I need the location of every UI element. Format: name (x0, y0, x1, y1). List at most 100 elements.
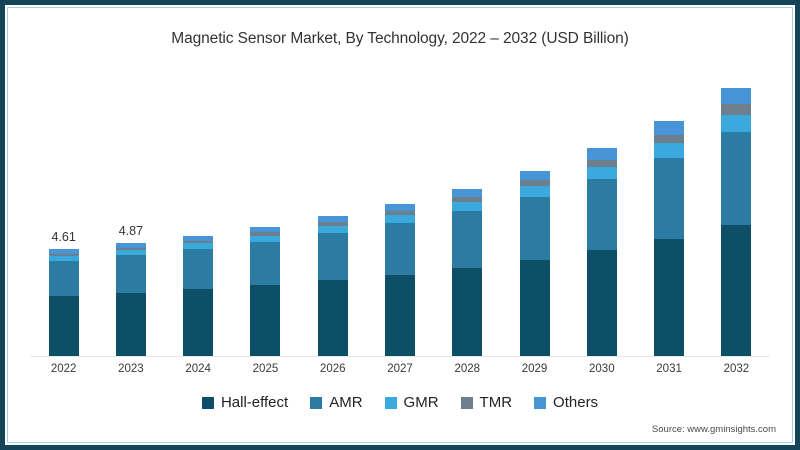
bar-segment-gmr-2027[interactable] (385, 215, 415, 224)
bar-segment-amr-2032[interactable] (721, 132, 752, 225)
legend-item-amr[interactable]: AMR (310, 394, 363, 411)
bar-segment-hall-effect-2023[interactable] (115, 293, 146, 356)
bar-segment-hall-effect-2030[interactable] (586, 250, 617, 356)
bar-segment-hall-effect-2022[interactable] (48, 296, 79, 356)
bar-segment-amr-2026[interactable] (317, 233, 348, 281)
baseline-gridline (30, 356, 770, 357)
bar-segment-amr-2022[interactable] (48, 260, 79, 297)
bar-stack-2022[interactable] (48, 249, 79, 356)
bar-segment-others-2022[interactable] (48, 249, 79, 254)
legend-item-tmr[interactable]: TMR (460, 394, 512, 411)
bar-stack-2028[interactable] (452, 188, 483, 356)
bar-segment-tmr-2029[interactable] (519, 180, 550, 187)
bar-segment-others-2024[interactable] (183, 236, 214, 241)
bar-stack-2023[interactable] (115, 243, 146, 356)
x-tick-2031: 2031 (656, 363, 682, 375)
bar-segment-gmr-2026[interactable] (317, 226, 348, 234)
x-tick-2025: 2025 (252, 363, 279, 375)
bar-stack-2032[interactable] (721, 87, 752, 356)
bar-segment-gmr-2032[interactable] (721, 114, 752, 133)
bar-segment-others-2027[interactable] (385, 203, 415, 211)
bar-segment-tmr-2032[interactable] (721, 104, 752, 115)
bar-segment-amr-2023[interactable] (115, 255, 146, 294)
data-label-2022: 4.61 (51, 230, 76, 245)
legend-item-others[interactable]: Others (534, 394, 598, 411)
bar-stack-2024[interactable] (183, 236, 214, 356)
x-tick-2026: 2026 (319, 363, 346, 375)
bar-segment-others-2030[interactable] (586, 148, 617, 160)
bar-segment-gmr-2024[interactable] (183, 243, 214, 250)
bar-segment-hall-effect-2031[interactable] (654, 238, 685, 356)
bar-segment-hall-effect-2032[interactable] (721, 224, 752, 356)
bar-segment-amr-2027[interactable] (385, 223, 415, 275)
legend-swatch-gmr (384, 396, 397, 409)
bar-stack-2029[interactable] (519, 170, 550, 356)
bar-segment-gmr-2030[interactable] (586, 166, 617, 180)
x-tick-2028: 2028 (454, 363, 481, 375)
plot-area: 4.61 4.87 (30, 75, 770, 357)
bar-segment-tmr-2025[interactable] (250, 232, 281, 236)
bar-segment-amr-2030[interactable] (586, 179, 617, 251)
bar-segment-others-2026[interactable] (317, 216, 348, 223)
x-tick-2032: 2032 (723, 363, 750, 375)
bar-segment-others-2032[interactable] (721, 87, 752, 105)
bar-segment-hall-effect-2025[interactable] (250, 285, 281, 356)
legend-label-gmr: GMR (403, 394, 439, 411)
bar-stack-2027[interactable] (385, 203, 415, 356)
bar-segment-gmr-2022[interactable] (48, 255, 79, 261)
bar-segment-tmr-2028[interactable] (452, 196, 483, 202)
bar-segment-gmr-2029[interactable] (519, 186, 550, 197)
data-label-2023: 4.87 (118, 224, 144, 239)
bar-segment-tmr-2024[interactable] (183, 240, 214, 244)
bar-segment-amr-2024[interactable] (183, 249, 214, 290)
legend-item-gmr[interactable]: GMR (384, 394, 439, 411)
bar-segment-hall-effect-2026[interactable] (317, 280, 348, 356)
bar-stack-2025[interactable] (250, 227, 281, 356)
bar-segment-gmr-2028[interactable] (452, 201, 483, 212)
bar-segment-tmr-2030[interactable] (586, 159, 617, 167)
bar-segment-amr-2028[interactable] (452, 211, 483, 268)
x-tick-2029: 2029 (521, 363, 548, 375)
bar-segment-tmr-2031[interactable] (654, 134, 685, 144)
bar-segment-gmr-2025[interactable] (250, 235, 281, 243)
bar-segment-gmr-2031[interactable] (654, 143, 685, 159)
bar-segment-tmr-2022[interactable] (48, 253, 79, 256)
x-axis-tick-labels: 2022 2023 2024 2025 2026 2027 2028 2029 2030 2031… (30, 363, 770, 381)
source-attribution: Source: www.gminsights.com (651, 424, 776, 435)
bar-segment-tmr-2027[interactable] (385, 210, 415, 216)
bar-segment-others-2025[interactable] (250, 227, 281, 233)
bar-segment-others-2023[interactable] (115, 243, 146, 248)
legend-swatch-amr (310, 396, 323, 409)
bar-segment-hall-effect-2029[interactable] (519, 259, 550, 356)
legend-label-amr: AMR (329, 394, 363, 411)
bar-segment-others-2031[interactable] (654, 120, 685, 135)
bar-segment-tmr-2023[interactable] (115, 247, 146, 251)
bar-segment-hall-effect-2028[interactable] (452, 267, 483, 356)
bar-stack-2031[interactable] (654, 120, 685, 356)
bar-segment-others-2029[interactable] (519, 170, 550, 181)
x-tick-2023: 2023 (118, 363, 144, 375)
bar-segment-tmr-2026[interactable] (317, 222, 348, 227)
bar-segment-others-2028[interactable] (452, 188, 483, 197)
bar-segment-gmr-2023[interactable] (115, 250, 146, 256)
x-tick-2024: 2024 (185, 363, 211, 375)
x-tick-2022: 2022 (50, 363, 77, 375)
chart-legend: Hall-effect AMR GMR TMR Others (0, 394, 800, 411)
x-tick-2030: 2030 (589, 363, 615, 375)
bar-segment-hall-effect-2027[interactable] (385, 274, 415, 356)
legend-swatch-hall-effect (201, 396, 214, 409)
legend-swatch-others (534, 396, 547, 409)
bar-segment-amr-2031[interactable] (654, 158, 685, 239)
legend-label-others: Others (553, 394, 599, 411)
legend-swatch-tmr (460, 396, 473, 409)
legend-label-hall-effect: Hall-effect (220, 394, 289, 411)
bar-stack-2026[interactable] (317, 216, 348, 356)
x-tick-2027: 2027 (387, 363, 413, 375)
chart-title: Magnetic Sensor Market, By Technology, 2… (171, 30, 629, 47)
bar-segment-amr-2025[interactable] (250, 242, 281, 286)
legend-item-hall-effect[interactable]: Hall-effect (201, 394, 289, 411)
bar-stack-2030[interactable] (586, 148, 617, 356)
bar-segment-amr-2029[interactable] (519, 196, 550, 260)
bar-segment-hall-effect-2024[interactable] (183, 289, 214, 356)
